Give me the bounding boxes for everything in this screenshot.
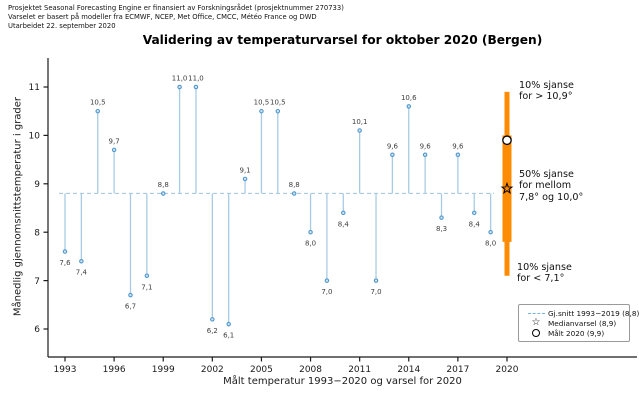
data-point-marker bbox=[357, 128, 362, 133]
data-point-marker bbox=[275, 108, 281, 114]
x-tick-label: 2014 bbox=[397, 365, 420, 375]
x-tick-label: 1993 bbox=[54, 365, 77, 375]
data-point-marker bbox=[308, 229, 313, 235]
x-tick-label: 2008 bbox=[299, 365, 322, 375]
value-label: 9,1 bbox=[239, 166, 250, 174]
x-tick-label: 2002 bbox=[201, 365, 224, 375]
data-point-marker bbox=[291, 191, 297, 196]
value-label: 9,6 bbox=[387, 142, 399, 150]
y-tick-label: 6 bbox=[34, 325, 40, 335]
median-forecast-star-marker bbox=[500, 181, 514, 195]
y-tick-label: 8 bbox=[34, 228, 40, 238]
x-tick-label: 2020 bbox=[496, 365, 519, 375]
chart-title: Validering av temperaturvarsel for oktob… bbox=[142, 33, 543, 47]
data-point-marker bbox=[373, 278, 379, 283]
data-point-marker bbox=[160, 191, 166, 196]
legend-label-observed: Målt 2020 (9,9) bbox=[548, 328, 605, 338]
x-tick-label: 2005 bbox=[250, 365, 273, 375]
data-point-marker bbox=[406, 104, 412, 109]
credits-header: Prosjektet Seasonal Forecasting Engine e… bbox=[8, 4, 344, 31]
credit-line-date: Utarbeidet 22. september 2020 bbox=[8, 21, 116, 30]
data-point-marker bbox=[226, 321, 231, 327]
annotation-upper-tail: 10% sjanse for > 10,9° bbox=[519, 80, 574, 103]
data-point-marker bbox=[390, 152, 395, 158]
value-label: 8,8 bbox=[289, 181, 300, 189]
legend-row-mean: Gj.snitt 1993−2019 (8,8) bbox=[524, 308, 639, 318]
value-label: 6,7 bbox=[125, 303, 136, 311]
value-label: 10,1 bbox=[352, 118, 368, 126]
value-label: 8,4 bbox=[338, 220, 350, 228]
y-tick-label: 7 bbox=[34, 277, 40, 287]
data-point-marker bbox=[95, 108, 100, 114]
data-point-marker bbox=[79, 258, 84, 264]
data-point-marker bbox=[177, 84, 182, 90]
credit-line-funding: Prosjektet Seasonal Forecasting Engine e… bbox=[8, 4, 344, 12]
value-label: 11,0 bbox=[172, 75, 188, 83]
y-tick-label: 9 bbox=[34, 180, 40, 190]
value-label: 10,5 bbox=[254, 99, 270, 107]
value-label: 9,6 bbox=[420, 142, 432, 150]
data-point-marker bbox=[259, 108, 264, 114]
value-label: 8,0 bbox=[305, 240, 316, 248]
data-point-marker bbox=[193, 84, 199, 90]
data-point-marker bbox=[128, 292, 133, 298]
y-axis-label: Månedlig gjennomsnittstemperatur i grade… bbox=[12, 96, 24, 317]
annotation-lower-tail: 10% sjanse for < 7,1° bbox=[517, 262, 572, 285]
forecast-50pct-range-bar bbox=[502, 135, 512, 242]
legend-row-median-forecast: ☆ Medianvarsel (8,9) bbox=[524, 318, 624, 328]
credit-line-models: Varselet er basert på modeller fra ECMWF… bbox=[8, 12, 317, 21]
value-label: 7,1 bbox=[141, 283, 152, 291]
value-label: 9,7 bbox=[109, 137, 120, 145]
data-point-marker bbox=[210, 317, 215, 322]
x-axis-label: Målt temperatur 1993−2020 og varsel for … bbox=[223, 376, 462, 387]
star-icon: ☆ bbox=[531, 317, 541, 328]
legend-label-median-forecast: Medianvarsel (8,9) bbox=[548, 318, 617, 328]
data-point-marker bbox=[324, 278, 330, 283]
dashed-line-icon bbox=[524, 312, 548, 314]
value-label: 8,4 bbox=[469, 220, 481, 228]
observed-2020-circle-marker bbox=[502, 135, 512, 146]
value-label: 7,4 bbox=[76, 269, 88, 277]
y-tick-label: 11 bbox=[29, 83, 40, 93]
value-label: 8,3 bbox=[436, 225, 447, 233]
value-label: 6,2 bbox=[207, 327, 218, 335]
circle-icon bbox=[524, 329, 548, 337]
x-tick-label: 2017 bbox=[446, 365, 469, 375]
value-label: 8,8 bbox=[158, 181, 169, 189]
x-tick-label: 1996 bbox=[103, 365, 126, 375]
data-point-marker bbox=[144, 273, 150, 279]
data-point-marker bbox=[471, 210, 477, 216]
legend-row-observed: Målt 2020 (9,9) bbox=[524, 328, 624, 338]
value-label: 7,0 bbox=[321, 288, 332, 296]
data-point-marker bbox=[341, 210, 346, 216]
value-label: 8,0 bbox=[485, 240, 496, 248]
data-point-marker bbox=[62, 249, 68, 254]
x-tick-label: 2011 bbox=[348, 365, 371, 375]
value-label: 9,6 bbox=[452, 142, 464, 150]
y-tick-label: 10 bbox=[29, 132, 41, 142]
value-label: 6,1 bbox=[223, 332, 234, 340]
legend-box: Gj.snitt 1993−2019 (8,8) ☆ Medianvarsel … bbox=[518, 304, 639, 342]
value-label: 10,5 bbox=[270, 99, 286, 107]
data-point-marker bbox=[111, 147, 117, 153]
x-tick-label: 1999 bbox=[152, 365, 175, 375]
value-label: 7,0 bbox=[370, 288, 381, 296]
value-label: 10,5 bbox=[90, 99, 106, 107]
data-point-marker bbox=[488, 229, 493, 235]
value-label: 11,0 bbox=[188, 75, 204, 83]
annotation-central-range: 50% sjanse for mellom 7,8° og 10,0° bbox=[519, 169, 584, 203]
legend-label-mean: Gj.snitt 1993−2019 (8,8) bbox=[548, 308, 639, 318]
value-label: 7,6 bbox=[59, 259, 71, 267]
data-point-marker bbox=[439, 215, 444, 220]
data-point-marker bbox=[422, 152, 428, 158]
value-label: 10,6 bbox=[401, 94, 417, 102]
data-point-marker bbox=[242, 176, 248, 182]
data-point-marker bbox=[455, 152, 461, 158]
